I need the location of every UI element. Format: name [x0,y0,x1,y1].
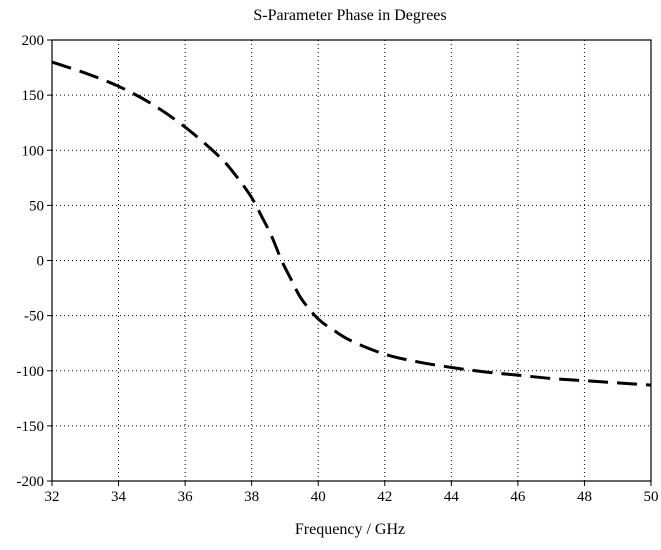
x-tick-label: 36 [178,489,194,505]
y-tick-label: 200 [22,33,45,49]
y-tick-label: 100 [22,143,45,159]
phase-series-line [51,60,652,387]
y-tick-label: -200 [17,474,45,490]
y-tick-label: -150 [17,419,45,435]
series-layer [51,60,652,387]
x-tick-label: 38 [244,489,259,505]
x-axis-title: Frequency / GHz [295,521,405,538]
y-tick-label: 150 [22,88,45,104]
x-tick-label: 46 [510,489,526,505]
x-tick-label: 32 [45,489,60,505]
x-tick-label: 40 [311,489,326,505]
y-tick-label: 50 [29,198,44,214]
x-tick-label: 44 [444,489,460,505]
x-tick-label: 42 [377,489,392,505]
y-tick-label: 0 [37,254,45,270]
x-tick-label: 50 [644,489,659,505]
tick-layer: 32 34 36 38 40 42 44 46 48 50 200 150 100 50 0 -50 -100 -… [17,33,659,505]
chart-title: S-Parameter Phase in Degrees [253,7,446,24]
grid-layer [52,40,651,481]
x-tick-label: 34 [111,489,127,505]
y-tick-label: -100 [17,364,45,380]
x-tick-label: 48 [577,489,592,505]
y-tick-label: -50 [24,309,44,325]
plot-frame [51,39,652,482]
